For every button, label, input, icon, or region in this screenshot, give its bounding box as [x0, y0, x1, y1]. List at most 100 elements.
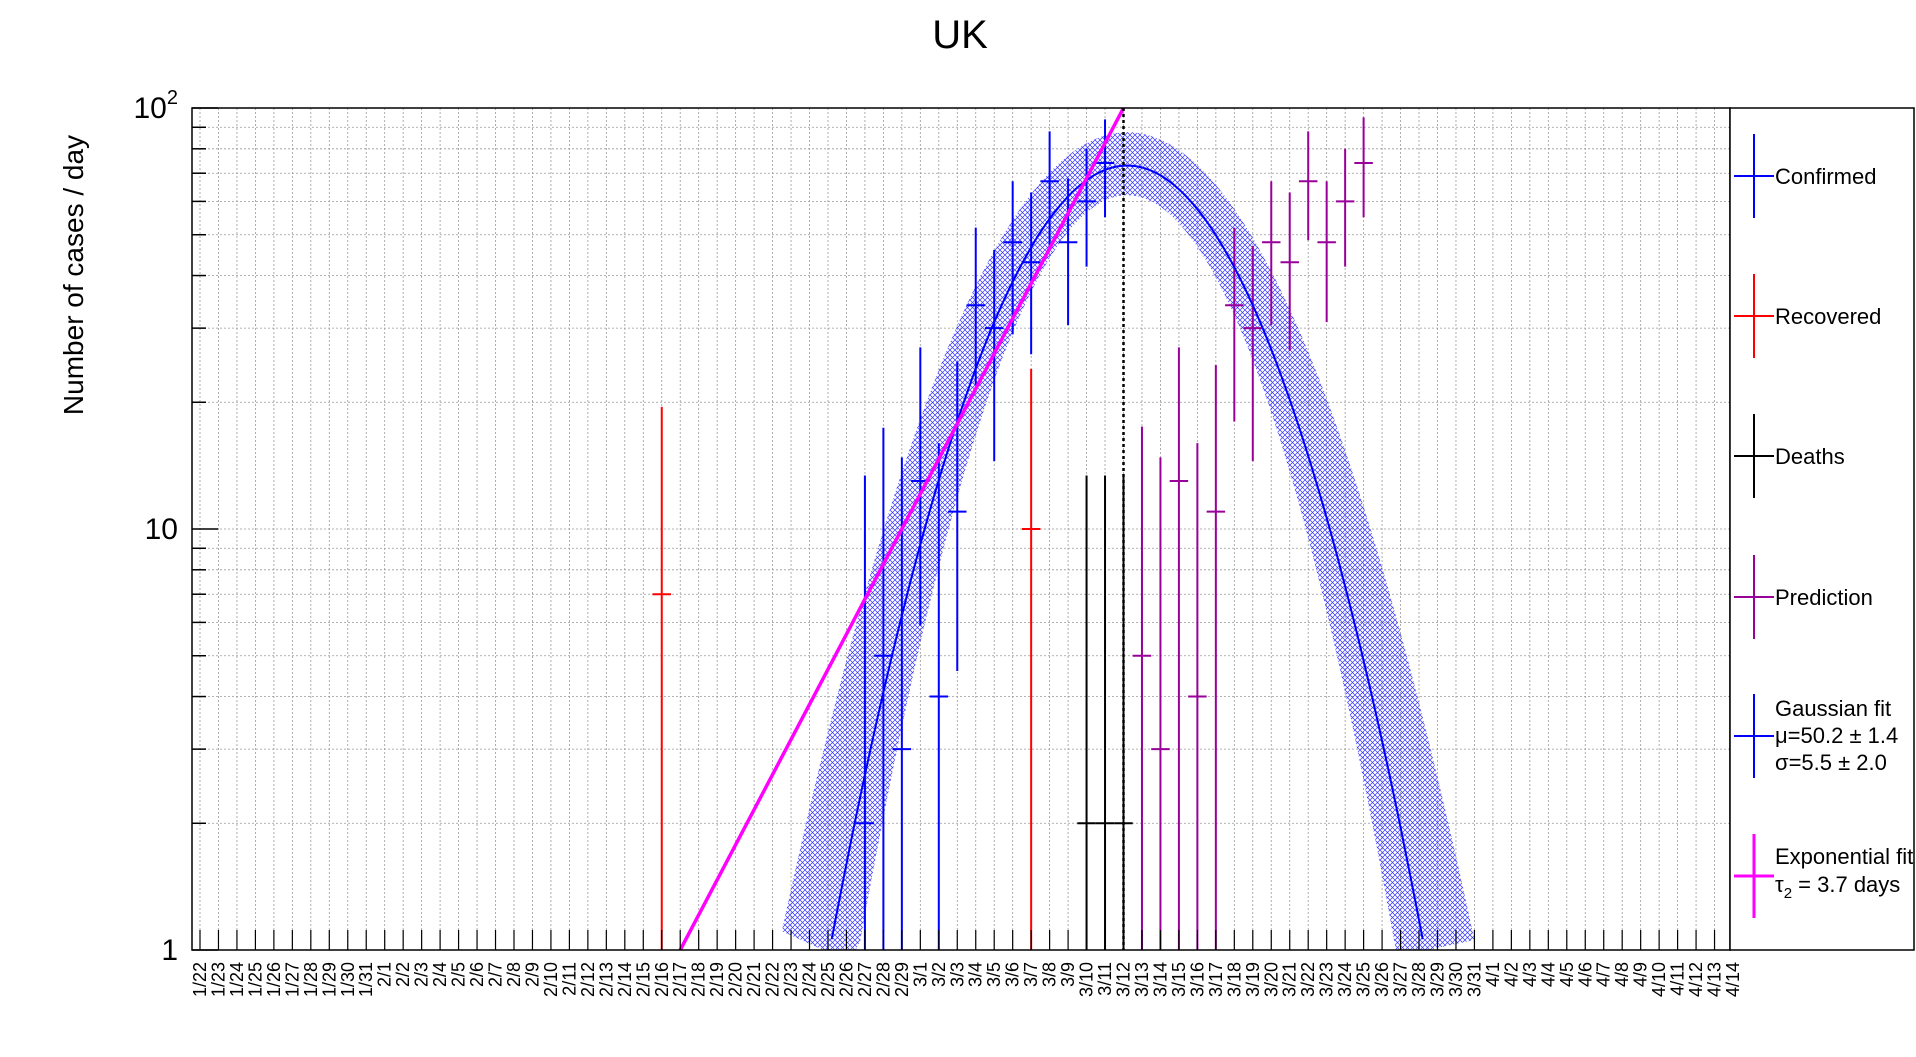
x-tick-label: 1/30 [338, 962, 358, 997]
x-tick-label: 1/23 [208, 962, 228, 997]
legend-entry: Recovered [1734, 274, 1881, 358]
data-point [1040, 131, 1059, 250]
x-tick-label: 2/16 [652, 962, 672, 997]
x-tick-label: 2/15 [633, 962, 653, 997]
data-point [1169, 347, 1189, 950]
legend-label: σ=5.5 ± 2.0 [1775, 750, 1887, 775]
data-point [1262, 181, 1281, 326]
y-tick-label: 10 [145, 513, 178, 546]
gaussian-fit-curve [830, 164, 1424, 940]
y-axis: 1 10 102 [134, 87, 218, 967]
legend-label: Recovered [1775, 304, 1881, 329]
x-tick-label: 3/12 [1114, 962, 1134, 997]
x-tick-label: 2/10 [541, 962, 561, 997]
legend-label: μ=50.2 ± 1.4 [1775, 723, 1898, 748]
data-point [1206, 365, 1226, 950]
x-tick-label: 3/14 [1150, 962, 1170, 997]
x-tick-label: 4/12 [1686, 962, 1706, 997]
x-tick-label: 1/29 [319, 962, 339, 997]
data-point [1077, 148, 1096, 267]
x-tick-label: 2/8 [504, 962, 524, 987]
data-point [1132, 426, 1152, 950]
x-tick-label: 2/6 [467, 962, 487, 987]
legend-entry: Exponential fit τ2 = 3.7 days [1734, 834, 1913, 918]
data-point [948, 361, 967, 671]
y-axis-label: Number of cases / day [58, 135, 89, 415]
x-tick-label: 2/20 [726, 962, 746, 997]
data-point [1021, 192, 1041, 355]
x-tick-label: 2/25 [818, 962, 838, 997]
x-tick-label: 4/4 [1538, 962, 1558, 987]
data-point [1077, 475, 1096, 950]
x-tick-label: 2/18 [689, 962, 709, 997]
data-point [1021, 368, 1041, 950]
x-tick-label: 3/15 [1169, 962, 1189, 997]
x-tick-label: 2/7 [486, 962, 506, 987]
x-tick-label: 3/7 [1021, 962, 1041, 987]
x-tick-label: 1/22 [190, 962, 210, 997]
legend-entry: Deaths [1734, 414, 1845, 498]
data-point [1058, 178, 1078, 326]
x-tick-label: 4/10 [1649, 962, 1669, 997]
x-tick-label: 2/21 [744, 962, 764, 997]
x-tick-label: 3/28 [1409, 962, 1429, 997]
legend-entry: Prediction [1734, 555, 1873, 639]
x-tick-label: 3/16 [1187, 962, 1207, 997]
data-point [892, 457, 912, 950]
legend-label: Gaussian fit [1775, 696, 1891, 721]
x-tick-label: 3/22 [1298, 962, 1318, 997]
x-tick-label: 2/3 [412, 962, 432, 987]
fit-curves [678, 107, 1424, 951]
x-tick-label: 2/5 [449, 962, 469, 987]
legend-label: Deaths [1775, 444, 1845, 469]
legend-label: Exponential fit [1775, 844, 1913, 869]
x-tick-label: 3/24 [1335, 962, 1355, 997]
x-tick-label: 1/27 [282, 962, 302, 997]
data-point [1003, 181, 1022, 335]
legend-entry: Confirmed [1734, 134, 1876, 218]
x-tick-label: 2/29 [892, 962, 912, 997]
x-tick-label: 2/12 [578, 962, 598, 997]
x-axis: 1/221/231/241/251/261/271/281/291/301/31… [190, 930, 1743, 997]
x-tick-label: 3/30 [1446, 962, 1466, 997]
x-tick-label: 4/6 [1575, 962, 1595, 987]
x-tick-label: 2/2 [393, 962, 413, 987]
data-series [652, 117, 1373, 950]
data-point [929, 443, 949, 950]
x-tick-label: 4/14 [1723, 962, 1743, 997]
x-tick-label: 3/5 [984, 962, 1004, 987]
x-tick-label: 4/3 [1520, 962, 1540, 987]
y-tick-label: 1 [161, 934, 178, 967]
x-tick-label: 4/13 [1705, 962, 1725, 997]
x-tick-label: 2/28 [873, 962, 893, 997]
x-tick-label: 3/20 [1261, 962, 1281, 997]
x-tick-label: 1/25 [245, 962, 265, 997]
x-tick-label: 3/23 [1317, 962, 1337, 997]
x-tick-label: 2/22 [763, 962, 783, 997]
chart-title: UK [932, 13, 988, 57]
data-point [1243, 246, 1263, 462]
x-tick-label: 2/13 [596, 962, 616, 997]
x-tick-label: 3/8 [1040, 962, 1060, 987]
data-point [1151, 457, 1170, 950]
x-tick-label: 3/29 [1427, 962, 1447, 997]
x-tick-label: 3/11 [1095, 962, 1115, 996]
x-tick-label: 3/1 [910, 962, 930, 987]
data-point [966, 227, 985, 385]
x-tick-label: 4/11 [1668, 962, 1688, 996]
x-tick-label: 2/1 [375, 962, 395, 987]
x-tick-label: 3/4 [966, 962, 986, 987]
x-tick-label: 2/9 [522, 962, 542, 987]
x-tick-label: 2/26 [836, 962, 856, 997]
x-tick-label: 4/2 [1501, 962, 1521, 987]
x-tick-label: 1/26 [264, 962, 284, 997]
y-tick-label: 102 [134, 87, 179, 125]
data-point [1280, 192, 1299, 351]
gaussian-band [781, 132, 1475, 950]
x-tick-label: 3/17 [1206, 962, 1226, 997]
legend-label: τ2 = 3.7 days [1775, 872, 1900, 902]
legend-label: Prediction [1775, 585, 1873, 610]
x-tick-label: 3/10 [1077, 962, 1097, 997]
